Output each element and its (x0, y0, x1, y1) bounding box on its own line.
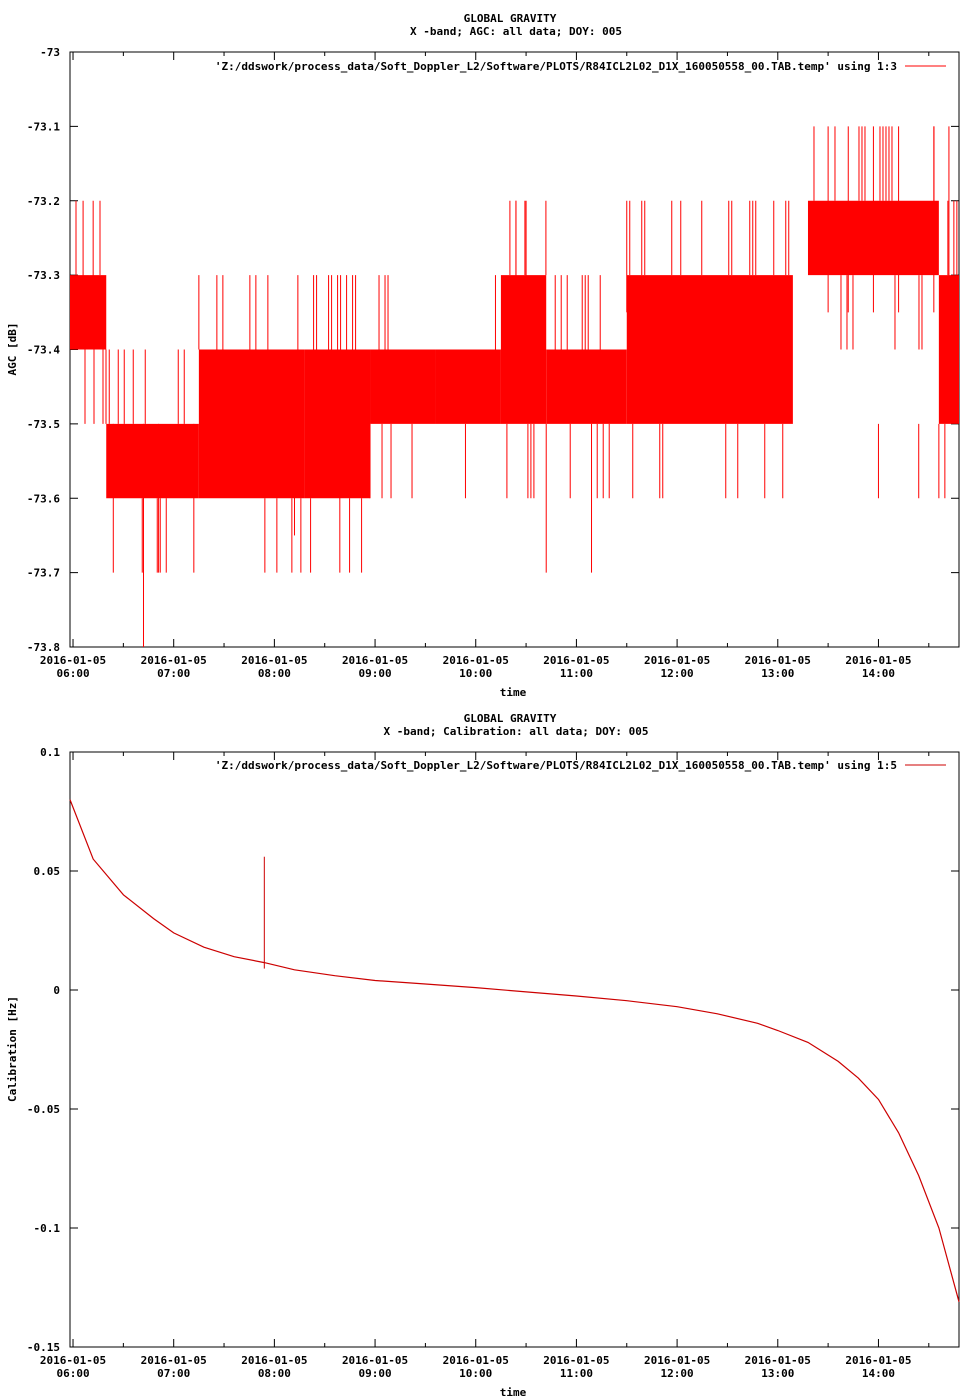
calibration-xtick-label-date: 2016-01-05 (845, 1354, 911, 1367)
calibration-ytick-label: 0.1 (40, 746, 60, 759)
calibration-ytick-label: -0.1 (34, 1222, 61, 1235)
calibration-xtick-label-time: 12:00 (661, 1367, 694, 1380)
agc-plot-area: -73 -73.1 -73.2 -73.3 -73.4 -73.5 -73.6 -73.7 -7… (27, 46, 960, 680)
calibration-xtick-label-time: 06:00 (56, 1367, 89, 1380)
agc-subtitle: X -band; AGC: all data; DOY: 005 (410, 25, 622, 38)
agc-data-band (70, 275, 107, 350)
calibration-xtick-label-time: 09:00 (358, 1367, 391, 1380)
agc-title: GLOBAL GRAVITY (464, 12, 557, 25)
agc-ytick-label: -73.5 (27, 418, 60, 431)
agc-ytick-label: -73.8 (27, 641, 60, 654)
agc-data-band (938, 275, 959, 424)
agc-ytick-label: -73.3 (27, 269, 60, 282)
calibration-xtick-label-date: 2016-01-05 (745, 1354, 811, 1367)
agc-data-band (198, 349, 305, 499)
agc-legend-text: 'Z:/ddswork/process_data/Soft_Doppler_L2… (215, 60, 897, 73)
calibration-ylabel: Calibration [Hz] (6, 996, 19, 1102)
calibration-plot-area: 0.10.050-0.05-0.1-0.152016-01-0506:00201… (27, 746, 960, 1380)
agc-xlabel: time (500, 686, 527, 699)
calibration-subtitle: X -band; Calibration: all data; DOY: 005 (384, 725, 649, 738)
agc-chart: GLOBAL GRAVITY X -band; AGC: all data; D… (6, 12, 960, 699)
agc-xtick-label-time: 12:00 (661, 667, 694, 680)
agc-xtick-label-time: 06:00 (56, 667, 89, 680)
agc-data-band (370, 349, 436, 424)
calibration-xtick-label-date: 2016-01-05 (644, 1354, 710, 1367)
calibration-legend-text: 'Z:/ddswork/process_data/Soft_Doppler_L2… (215, 759, 897, 772)
calibration-xtick-label-time: 10:00 (459, 1367, 492, 1380)
agc-xtick-label-date: 2016-01-05 (443, 654, 509, 667)
agc-xtick-label-date: 2016-01-05 (543, 654, 609, 667)
agc-data-band (304, 349, 371, 499)
calibration-ytick-label: 0 (53, 984, 60, 997)
calibration-xtick-label-date: 2016-01-05 (241, 1354, 307, 1367)
calibration-xtick-label-date: 2016-01-05 (342, 1354, 408, 1367)
calibration-xlabel: time (500, 1386, 527, 1399)
agc-ytick-label: -73.1 (27, 120, 60, 133)
calibration-ytick-label: -0.15 (27, 1341, 60, 1354)
agc-xtick-label-date: 2016-01-05 (141, 654, 207, 667)
agc-xtick-label-time: 11:00 (560, 667, 593, 680)
calibration-xtick-label-time: 11:00 (560, 1367, 593, 1380)
calibration-xtick-label-date: 2016-01-05 (543, 1354, 609, 1367)
agc-ytick-label: -73.2 (27, 195, 60, 208)
calibration-ytick-label: 0.05 (34, 865, 61, 878)
agc-xtick-label-date: 2016-01-05 (845, 654, 911, 667)
agc-ytick-label: -73 (40, 46, 60, 59)
calibration-plot-frame (69, 751, 960, 1348)
agc-ytick-label: -73.7 (27, 567, 60, 580)
calibration-xtick-label-time: 13:00 (761, 1367, 794, 1380)
calibration-xtick-label-time: 08:00 (258, 1367, 291, 1380)
agc-xtick-label-date: 2016-01-05 (342, 654, 408, 667)
agc-xtick-label-time: 08:00 (258, 667, 291, 680)
agc-xtick-label-date: 2016-01-05 (40, 654, 106, 667)
calibration-xtick-label-date: 2016-01-05 (40, 1354, 106, 1367)
agc-xtick-label-time: 10:00 (459, 667, 492, 680)
agc-data-band (546, 349, 627, 424)
agc-xtick-label-date: 2016-01-05 (241, 654, 307, 667)
agc-xtick-label-date: 2016-01-05 (644, 654, 710, 667)
agc-data-band (626, 275, 793, 424)
agc-ylabel: AGC [dB] (6, 323, 19, 376)
agc-ytick-label: -73.4 (27, 344, 60, 357)
calibration-ytick-label: -0.05 (27, 1103, 60, 1116)
calibration-xtick-label-time: 07:00 (157, 1367, 190, 1380)
calibration-series-line (69, 799, 960, 1302)
agc-data-band (500, 275, 547, 424)
calibration-chart: GLOBAL GRAVITY X -band; Calibration: all… (6, 712, 960, 1399)
agc-xtick-label-time: 13:00 (761, 667, 794, 680)
agc-xtick-label-date: 2016-01-05 (745, 654, 811, 667)
agc-data-band (435, 349, 501, 424)
calibration-title: GLOBAL GRAVITY (464, 712, 557, 725)
agc-xtick-label-time: 14:00 (862, 667, 895, 680)
agc-xtick-label-time: 07:00 (157, 667, 190, 680)
calibration-xtick-label-time: 14:00 (862, 1367, 895, 1380)
agc-data-band (106, 423, 199, 499)
calibration-xtick-label-date: 2016-01-05 (141, 1354, 207, 1367)
agc-xtick-label-time: 09:00 (358, 667, 391, 680)
calibration-xtick-label-date: 2016-01-05 (443, 1354, 509, 1367)
agc-ytick-label: -73.6 (27, 492, 60, 505)
